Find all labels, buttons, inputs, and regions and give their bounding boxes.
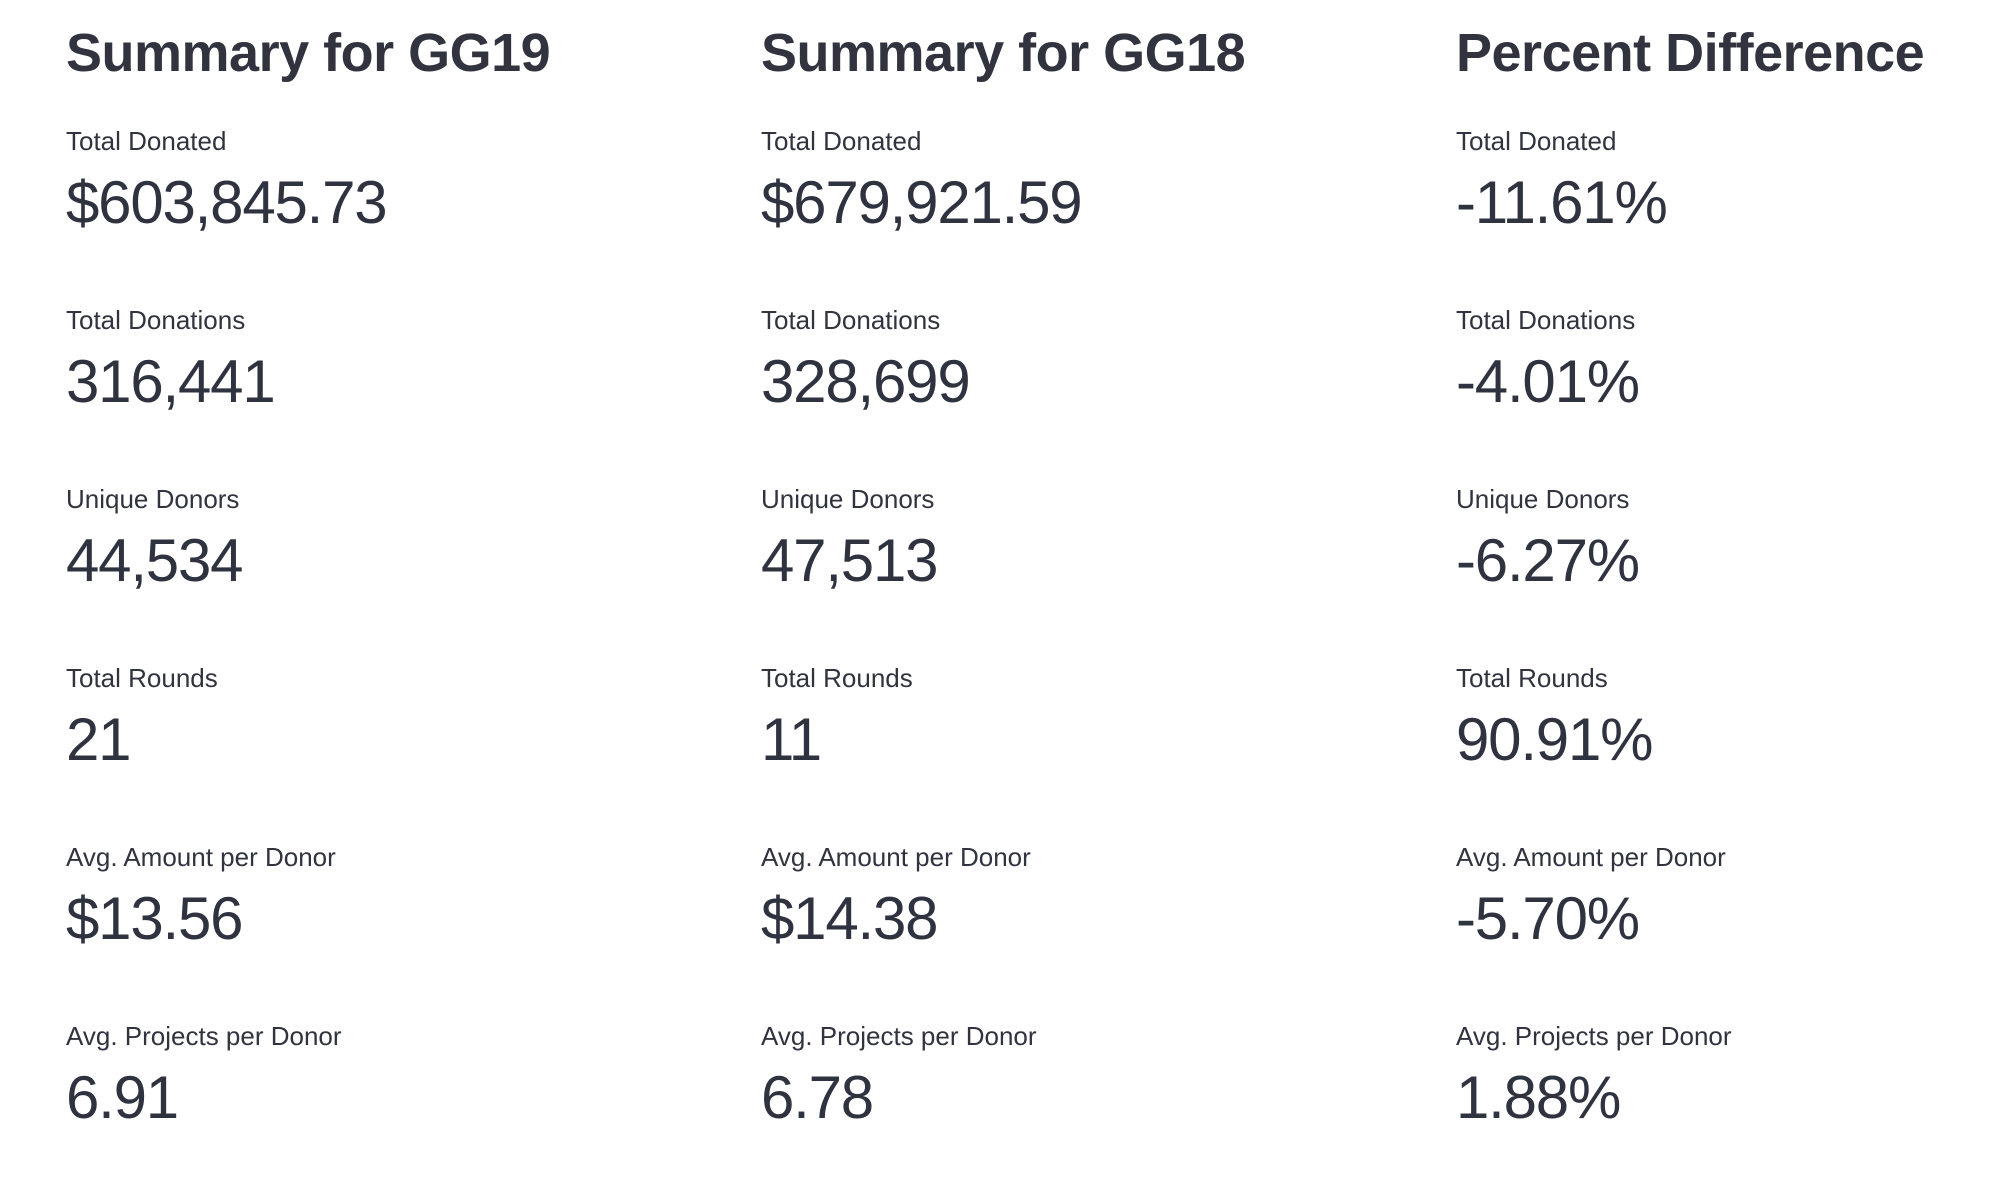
column-title: Summary for GG18 (761, 23, 1246, 83)
summary-column: Summary for GG19 Total Donated $603,845.… (66, 18, 761, 1199)
metric-block: Avg. Projects per Donor 1.88% (1456, 1020, 1936, 1135)
metric-value: $13.56 (66, 885, 244, 952)
metric-value: 47,513 (761, 527, 939, 594)
metric-label: Avg. Projects per Donor (1456, 1021, 1732, 1051)
metric-block: Total Donations -4.01% (1456, 304, 1936, 419)
metric-value: 21 (66, 706, 132, 773)
summary-column: Summary for GG18 Total Donated $679,921.… (761, 18, 1456, 1199)
metric-value: 1.88% (1456, 1064, 1621, 1131)
metric-block: Avg. Amount per Donor $13.56 (66, 841, 761, 956)
metric-list: Total Donated -11.61% Total Donations -4… (1456, 125, 1936, 1135)
metric-value: -4.01% (1456, 348, 1640, 415)
metric-block: Unique Donors 44,534 (66, 483, 761, 598)
metric-value: 6.91 (66, 1064, 179, 1131)
metric-block: Total Donations 316,441 (66, 304, 761, 419)
metric-label: Total Donated (761, 126, 922, 156)
summary-columns: Summary for GG19 Total Donated $603,845.… (66, 18, 2012, 1199)
metric-block: Total Donations 328,699 (761, 304, 1456, 419)
column-title: Summary for GG19 (66, 23, 551, 83)
metric-block: Avg. Projects per Donor 6.78 (761, 1020, 1456, 1135)
metric-value: 316,441 (66, 348, 276, 415)
metric-value: -11.61% (1456, 169, 1668, 236)
metric-value: 90.91% (1456, 706, 1653, 773)
metric-list: Total Donated $603,845.73 Total Donation… (66, 125, 761, 1135)
metric-label: Unique Donors (1456, 484, 1630, 514)
metric-value: $14.38 (761, 885, 939, 952)
metric-label: Avg. Amount per Donor (761, 842, 1031, 872)
metric-value: -5.70% (1456, 885, 1640, 952)
metric-label: Total Donations (1456, 305, 1636, 335)
metric-block: Unique Donors -6.27% (1456, 483, 1936, 598)
metric-label: Total Rounds (1456, 663, 1608, 693)
metric-label: Total Donated (1456, 126, 1617, 156)
metric-value: 328,699 (761, 348, 971, 415)
metric-label: Avg. Amount per Donor (66, 842, 336, 872)
metric-block: Avg. Amount per Donor $14.38 (761, 841, 1456, 956)
metric-label: Total Donations (66, 305, 246, 335)
metric-block: Avg. Amount per Donor -5.70% (1456, 841, 1936, 956)
metric-value: 44,534 (66, 527, 244, 594)
metric-value: $679,921.59 (761, 169, 1083, 236)
metric-label: Total Rounds (761, 663, 913, 693)
metric-block: Total Donated $603,845.73 (66, 125, 761, 240)
metric-label: Total Donations (761, 305, 941, 335)
column-title: Percent Difference (1456, 23, 1925, 83)
metric-block: Total Donated $679,921.59 (761, 125, 1456, 240)
metric-label: Avg. Projects per Donor (761, 1021, 1037, 1051)
metric-block: Total Rounds 11 (761, 662, 1456, 777)
metric-block: Avg. Projects per Donor 6.91 (66, 1020, 761, 1135)
metric-list: Total Donated $679,921.59 Total Donation… (761, 125, 1456, 1135)
metric-value: 6.78 (761, 1064, 874, 1131)
metric-label: Avg. Amount per Donor (1456, 842, 1726, 872)
metric-value: -6.27% (1456, 527, 1640, 594)
metric-block: Total Rounds 90.91% (1456, 662, 1936, 777)
metric-value: $603,845.73 (66, 169, 388, 236)
metric-block: Total Rounds 21 (66, 662, 761, 777)
metric-block: Total Donated -11.61% (1456, 125, 1936, 240)
metric-label: Unique Donors (66, 484, 240, 514)
metric-label: Total Rounds (66, 663, 218, 693)
metric-block: Unique Donors 47,513 (761, 483, 1456, 598)
metric-label: Total Donated (66, 126, 227, 156)
summary-column: Percent Difference Total Donated -11.61%… (1456, 18, 1936, 1199)
metric-label: Unique Donors (761, 484, 935, 514)
metric-label: Avg. Projects per Donor (66, 1021, 342, 1051)
metric-value: 11 (761, 706, 822, 773)
